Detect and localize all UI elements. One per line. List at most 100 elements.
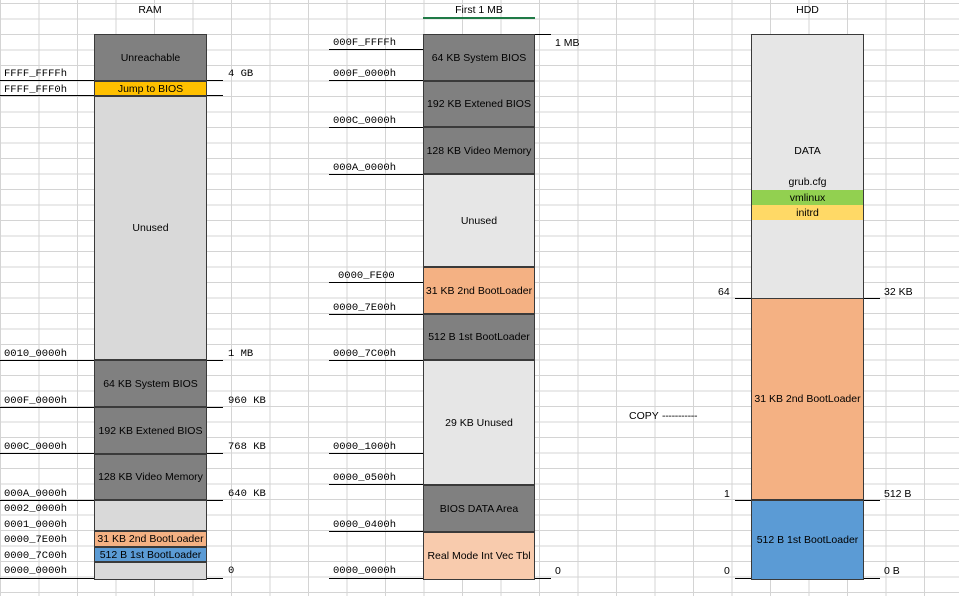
divider <box>864 298 880 299</box>
ram-addr-label: 0000_7E00h <box>4 534 68 546</box>
first-addr-label: 000A_0000h <box>333 162 397 174</box>
divider <box>329 453 423 454</box>
ram-jump-to-bios-block: Jump to BIOS <box>94 81 207 96</box>
hdd-grub-label: grub.cfg <box>788 176 827 188</box>
divider <box>864 500 880 501</box>
ram-unused-block: Unused <box>94 96 207 360</box>
copy-dashed-line: ----------- <box>662 410 698 422</box>
ram-extended-bios-block: 192 KB Extened BIOS <box>94 407 207 454</box>
hdd-column: DATA grub.cfg vmlinux initrd 31 KB 2nd B… <box>751 34 864 580</box>
header-hdd: HDD <box>796 4 819 16</box>
divider <box>864 578 880 579</box>
first-addr-label: 0000_0500h <box>333 472 397 484</box>
first-bios-data-area-block: BIOS DATA Area <box>423 485 535 532</box>
ram-size-label: 0 <box>228 565 235 577</box>
hdd-size-label: 512 B <box>884 488 912 500</box>
ram-unreachable-block: Unreachable <box>94 34 207 81</box>
divider <box>207 80 223 81</box>
hdd-sector-label: 64 <box>718 286 730 298</box>
hdd-initrd-block: initrd <box>751 205 864 220</box>
hdd-data-label: DATA <box>794 145 821 157</box>
ram-video-memory-block: 128 KB Video Memory <box>94 454 207 500</box>
divider <box>207 453 223 454</box>
first-extended-bios-block: 192 KB Extened BIOS <box>423 81 535 127</box>
first-addr-label: 000C_0000h <box>333 115 397 127</box>
ram-addr-label: 000C_0000h <box>4 441 68 453</box>
ram-addr-label: 0000_7C00h <box>4 550 68 562</box>
divider <box>735 500 751 501</box>
divider <box>0 95 94 96</box>
first-addr-label: 0000_7C00h <box>333 348 397 360</box>
hdd-size-label: 32 KB <box>884 286 913 298</box>
ram-addr-label: 0000_0000h <box>4 565 68 577</box>
divider <box>207 578 223 579</box>
first-1st-bootloader-block: 512 B 1st BootLoader <box>423 314 535 360</box>
hdd-size-label: 0 B <box>884 565 900 577</box>
divider <box>535 578 551 579</box>
first-addr-label: 000F_FFFFh <box>333 37 397 49</box>
divider <box>329 531 423 532</box>
ram-addr-label: 000F_0000h <box>4 395 68 407</box>
ram-1st-bootloader-block: 512 B 1st BootLoader <box>94 547 207 562</box>
divider <box>329 127 423 128</box>
divider <box>0 360 94 361</box>
first-addr-label: 0000_7E00h <box>333 302 397 314</box>
ram-column: Unreachable Jump to BIOS Unused 64 KB Sy… <box>94 34 207 580</box>
ram-bottom-block <box>94 562 207 580</box>
divider <box>0 80 94 81</box>
first-system-bios-block: 64 KB System BIOS <box>423 34 535 81</box>
first-size-label: 0 <box>555 565 561 577</box>
first-ivt-block: Real Mode Int Vec Tbl <box>423 532 535 580</box>
first-2nd-bootloader-block: 31 KB 2nd BootLoader <box>423 267 535 314</box>
first-video-memory-block: 128 KB Video Memory <box>423 127 535 174</box>
ram-2nd-bootloader-block: 31 KB 2nd BootLoader <box>94 531 207 547</box>
ram-addr-label: 0001_0000h <box>4 519 68 531</box>
ram-addr-label: 000A_0000h <box>4 488 68 500</box>
hdd-sector-label: 1 <box>724 488 730 500</box>
first-addr-label: 0000_1000h <box>333 441 397 453</box>
hdd-2nd-bootloader-block: 31 KB 2nd BootLoader <box>751 298 864 500</box>
ram-system-bios-block: 64 KB System BIOS <box>94 360 207 407</box>
divider <box>329 80 423 81</box>
divider <box>0 500 94 501</box>
first-addr-label: 0000_0000h <box>333 565 397 577</box>
divider <box>329 578 423 579</box>
first-addr-label: 000F_0000h <box>333 68 397 80</box>
hdd-1st-bootloader-block: 512 B 1st BootLoader <box>751 500 864 580</box>
divider <box>329 174 423 175</box>
ram-low-unused-block <box>94 500 207 531</box>
first-size-label: 1 MB <box>555 37 580 49</box>
divider <box>207 500 223 501</box>
divider <box>0 578 94 579</box>
first-unused-block: Unused <box>423 174 535 267</box>
ram-addr-label: FFFF_FFF0h <box>4 84 68 96</box>
ram-size-label: 768 KB <box>228 441 266 453</box>
ram-addr-label: 0010_0000h <box>4 348 68 360</box>
divider <box>207 407 223 408</box>
divider <box>735 578 751 579</box>
hdd-data-block <box>751 34 864 298</box>
ram-size-label: 960 KB <box>228 395 266 407</box>
divider <box>329 282 423 283</box>
divider <box>0 453 94 454</box>
first-mb-column: 64 KB System BIOS 192 KB Extened BIOS 12… <box>423 34 535 580</box>
first-addr-label: 0000_0400h <box>333 519 397 531</box>
divider <box>329 49 423 50</box>
ram-addr-label: FFFF_FFFFh <box>4 68 68 80</box>
divider <box>0 407 94 408</box>
ram-size-label: 4 GB <box>228 68 254 80</box>
first-addr-label: 0000_FE00 <box>338 270 395 282</box>
ram-size-label: 640 KB <box>228 488 266 500</box>
hdd-sector-label: 0 <box>724 565 730 577</box>
copy-label: COPY <box>629 410 659 422</box>
divider <box>735 298 751 299</box>
divider <box>329 314 423 315</box>
ram-addr-label: 0002_0000h <box>4 503 68 515</box>
divider <box>535 34 551 35</box>
divider <box>207 360 223 361</box>
divider <box>207 95 223 96</box>
first-29kb-unused-block: 29 KB Unused <box>423 360 535 485</box>
header-ram: RAM <box>138 4 162 16</box>
divider <box>329 484 423 485</box>
